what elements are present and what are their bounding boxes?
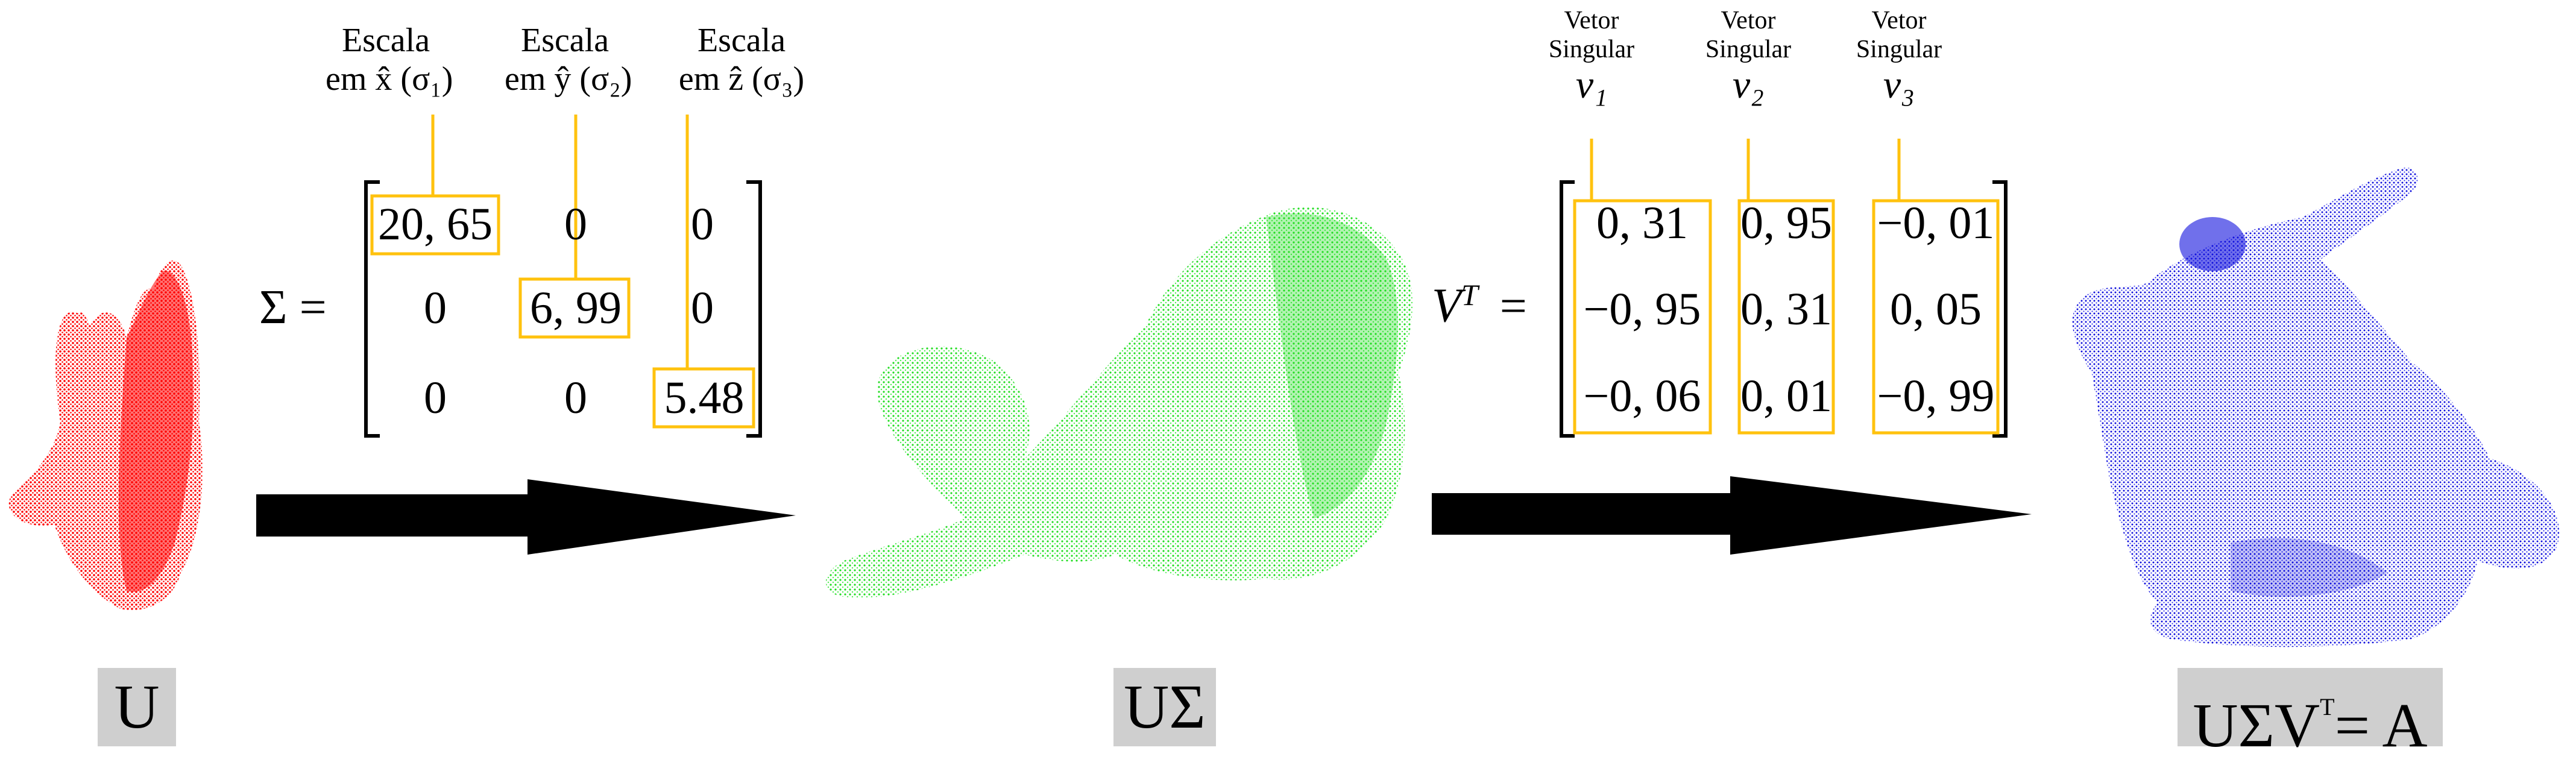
vt-header-3-line1: Vetor (1871, 7, 1927, 34)
vt-cell-r1c1: 0, 31 (1596, 198, 1688, 248)
sigma-cell-r3c3: 5.48 (664, 373, 745, 423)
vt-cell-r1c3: −0, 01 (1877, 198, 1995, 248)
sigma-header-3-line1: Escala (697, 22, 786, 59)
vt-cell-r1c2: 0, 95 (1740, 198, 1832, 248)
sigma-cell-r1c3: 0 (691, 199, 714, 250)
sigma-header-2-line1: Escala (520, 22, 609, 59)
vt-cell-r2c3: 0, 05 (1890, 284, 1982, 335)
sigma-cell-r3c2: 0 (564, 373, 587, 423)
label-usigma: UΣ (1113, 668, 1216, 746)
sigma-cell-r2c1: 0 (424, 283, 447, 333)
vt-cell-r3c3: −0, 99 (1877, 371, 1995, 421)
vt-header-2-line1: Vetor (1721, 7, 1776, 34)
label-a-part2: = A (2334, 691, 2428, 760)
bunny-u-image (8, 260, 203, 610)
vt-header-2: Vetor Singular v₂ (1700, 6, 1797, 106)
sigma-highlights (370, 115, 755, 429)
vt-cell-r2c2: 0, 31 (1740, 284, 1832, 335)
vt-header-1-sym: v₁ (1575, 63, 1608, 107)
vt-header-1-line1: Vetor (1564, 7, 1619, 34)
vt-highlights (1573, 139, 2000, 435)
vt-header-2-sym: v₂ (1732, 63, 1765, 107)
label-a-part1: UΣV (2193, 691, 2320, 760)
label-a-sup: T (2320, 693, 2335, 720)
arrow-2 (1432, 476, 2032, 555)
vt-header-2-line2: Singular (1705, 36, 1792, 63)
sigma-matrix-brackets (364, 180, 762, 438)
label-u: U (98, 668, 176, 746)
arrow-1 (256, 479, 796, 555)
vt-lhs: VT = (1432, 277, 1527, 334)
vt-lhs-base: V (1432, 279, 1461, 333)
vt-header-3: Vetor Singular v₃ (1851, 6, 1947, 106)
sigma-header-3: Escala em ẑ (σ₃) (669, 21, 814, 98)
sigma-lhs: Σ = (259, 281, 327, 334)
sigma-header-1-line2: em x̂ (σ₁) (326, 60, 453, 98)
vt-header-3-sym: v₃ (1883, 63, 1915, 107)
vt-header-1: Vetor Singular v₁ (1543, 6, 1640, 106)
sigma-cell-r2c2: 6, 99 (530, 283, 622, 333)
sigma-header-2-line2: em ŷ (σ₂) (505, 60, 632, 98)
sigma-header-3-line2: em ẑ (σ₃) (678, 60, 805, 98)
vt-matrix-brackets (1560, 180, 2008, 438)
bunny-usigma-image (826, 207, 1413, 598)
sigma-cell-r1c2: 0 (564, 199, 587, 250)
vt-cell-r2c1: −0, 95 (1583, 284, 1701, 335)
vt-cell-r3c1: −0, 06 (1583, 371, 1701, 421)
vt-cell-r3c2: 0, 01 (1740, 371, 1832, 421)
vt-lhs-sup: T (1461, 278, 1478, 312)
sigma-header-2: Escala em ŷ (σ₂) (505, 21, 632, 98)
sigma-header-1: Escala em x̂ (σ₁) (326, 21, 453, 98)
vt-header-3-line2: Singular (1856, 36, 1942, 63)
sigma-header-1-line1: Escala (341, 22, 430, 59)
diagram-graphics (8, 115, 2560, 647)
sigma-cell-r3c1: 0 (424, 373, 447, 423)
label-a: UΣVT= A (2178, 668, 2443, 760)
bunny-a-image (2072, 168, 2560, 647)
sigma-cell-r2c3: 0 (691, 283, 714, 333)
sigma-cell-r1c1: 20, 65 (378, 199, 493, 250)
vt-header-1-line2: Singular (1548, 36, 1635, 63)
vt-lhs-eq: = (1499, 279, 1527, 333)
